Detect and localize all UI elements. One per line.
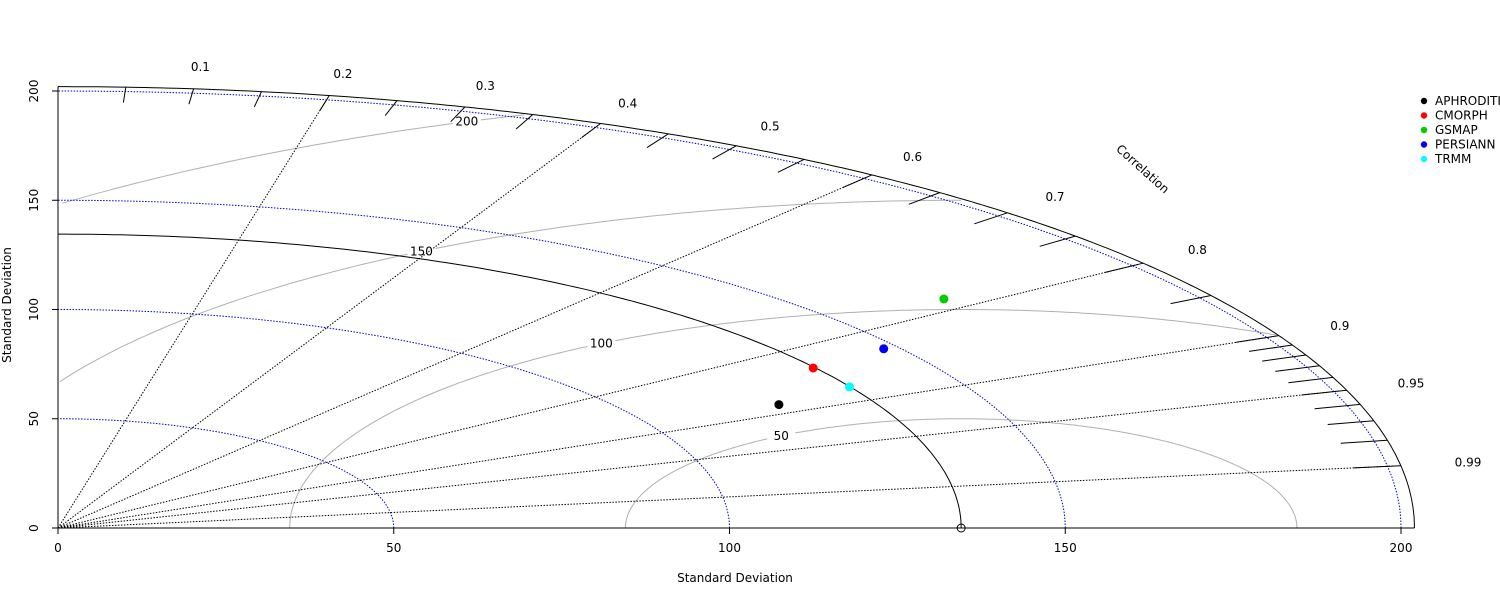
correlation-ray-0.6 xyxy=(57,176,868,529)
correlation-tick-label: 0.8 xyxy=(1188,243,1207,257)
reference-sd-arc xyxy=(58,233,962,529)
x-tick-label: 100 xyxy=(718,541,741,555)
correlation-ray-0.99 xyxy=(57,465,1395,529)
correlation-minor-tick xyxy=(974,212,1008,225)
x-tick-label: 0 xyxy=(54,541,62,555)
correlation-minor-tick xyxy=(384,100,398,116)
correlation-minor-tick xyxy=(253,91,262,108)
sd-contour-200 xyxy=(58,90,1402,529)
correlation-ray-0.9 xyxy=(57,336,1273,529)
correlation-tick-label: 0.2 xyxy=(333,67,352,81)
point-gsmap xyxy=(939,294,949,304)
x-axis-label: Standard Deviation xyxy=(677,571,793,585)
correlation-minor-tick xyxy=(646,133,669,149)
correlation-minor-tick xyxy=(1236,335,1279,343)
legend-label-gsmap: GSMAP xyxy=(1435,123,1478,137)
sd-contour-150 xyxy=(58,199,1066,529)
correlation-minor-tick xyxy=(1353,465,1401,469)
correlation-tick-label: 0.95 xyxy=(1398,376,1425,390)
point-trmm xyxy=(845,382,854,392)
correlation-minor-tick xyxy=(450,106,466,123)
correlation-minor-tick xyxy=(188,88,195,105)
correlation-tick-label: 0.7 xyxy=(1045,190,1064,204)
correlation-ray-0.95 xyxy=(57,390,1341,529)
correlation-minor-tick xyxy=(1288,376,1334,384)
point-persiann xyxy=(879,344,889,354)
correlation-tick-label: 0.5 xyxy=(761,120,780,134)
y-tick-label: 100 xyxy=(27,298,41,321)
correlation-minor-tick xyxy=(1301,389,1347,396)
legend-label-persiann: PERSIANN xyxy=(1435,138,1495,152)
correlation-minor-tick xyxy=(1275,365,1320,372)
outer-arc xyxy=(58,86,1415,528)
rmsd-label-150: 150 xyxy=(410,244,433,258)
y-tick-label: 150 xyxy=(27,189,41,212)
correlation-minor-tick xyxy=(712,145,737,160)
legend-label-aphroditi: APHRODITI xyxy=(1435,94,1500,108)
legend-marker-trmm xyxy=(1420,155,1428,163)
rmsd-contour-200 xyxy=(62,114,524,204)
data-points xyxy=(774,294,966,533)
grid-layer: 50 100 150 200 xyxy=(57,90,1402,529)
correlation-minor-tick xyxy=(1170,295,1212,305)
correlation-minor-tick xyxy=(1105,262,1144,273)
y-tick-label: 200 xyxy=(27,80,41,103)
legend-marker-gsmap xyxy=(1420,126,1428,134)
y-axis-label: Standard Deviation xyxy=(0,247,14,363)
correlation-minor-tick xyxy=(1039,235,1076,247)
legend-label-trmm: TRMM xyxy=(1434,152,1471,166)
correlation-minor-tick xyxy=(1327,420,1374,425)
correlation-minor-tick xyxy=(581,123,601,139)
x-tick-label: 150 xyxy=(1054,541,1077,555)
correlation-tick-label: 0.3 xyxy=(476,79,495,93)
correlation-ray-0.8 xyxy=(57,264,1138,529)
correlation-label: Correlation xyxy=(1113,142,1172,197)
rmsd-contour-100 xyxy=(289,309,1277,528)
legend-marker-cmorph xyxy=(1420,112,1428,119)
axes-layer: 0 0 50 50 100 100 150 150 200 200 0.1 0.2 0.3 0.4 0.5 0… xyxy=(27,60,1481,555)
correlation-minor-tick xyxy=(122,87,127,103)
correlation-minor-tick xyxy=(843,174,873,188)
rmsd-label-bg xyxy=(587,335,616,350)
correlation-minor-tick xyxy=(777,158,805,173)
sd-contour-50 xyxy=(58,418,395,529)
y-tick-label: 0 xyxy=(27,524,41,532)
correlation-minor-tick xyxy=(1314,403,1361,410)
rmsd-label-100: 100 xyxy=(590,337,613,351)
correlation-ray-0.2 xyxy=(57,97,329,529)
correlation-minor-tick xyxy=(1249,344,1293,352)
point-cmorph xyxy=(808,363,818,373)
x-tick-label: 50 xyxy=(386,541,401,555)
y-tick-label: 50 xyxy=(27,411,41,426)
correlation-tick-label: 0.6 xyxy=(903,150,922,164)
reference-point xyxy=(956,523,966,533)
legend-marker-persiann xyxy=(1420,141,1428,148)
correlation-minor-tick xyxy=(515,114,534,130)
correlation-tick-label: 0.4 xyxy=(618,96,637,110)
correlation-minor-tick xyxy=(908,192,940,205)
rmsd-label-50: 50 xyxy=(774,429,789,443)
correlation-minor-tick xyxy=(319,95,330,111)
rmsd-contour-50 xyxy=(624,418,1298,528)
correlation-tick-label: 0.9 xyxy=(1330,319,1349,333)
rmsd-contour-150 xyxy=(59,199,962,383)
rmsd-label-bg xyxy=(767,427,796,442)
correlation-minor-tick xyxy=(1340,439,1388,444)
correlation-tick-label: 0.1 xyxy=(191,60,210,74)
rmsd-label-200: 200 xyxy=(455,115,478,129)
rmsd-label-bg xyxy=(452,113,481,128)
correlation-tick-label: 0.99 xyxy=(1455,456,1482,470)
rmsd-label-bg xyxy=(407,243,436,258)
point-aphroditi xyxy=(774,400,784,410)
x-tick-label: 200 xyxy=(1390,541,1413,555)
correlation-ray-0.4 xyxy=(57,125,599,529)
correlation-minor-tick xyxy=(1262,354,1306,362)
sd-contour-100 xyxy=(58,309,730,528)
legend-label-cmorph: CMORPH xyxy=(1435,109,1488,123)
legend-marker-aphroditi xyxy=(1420,97,1428,105)
